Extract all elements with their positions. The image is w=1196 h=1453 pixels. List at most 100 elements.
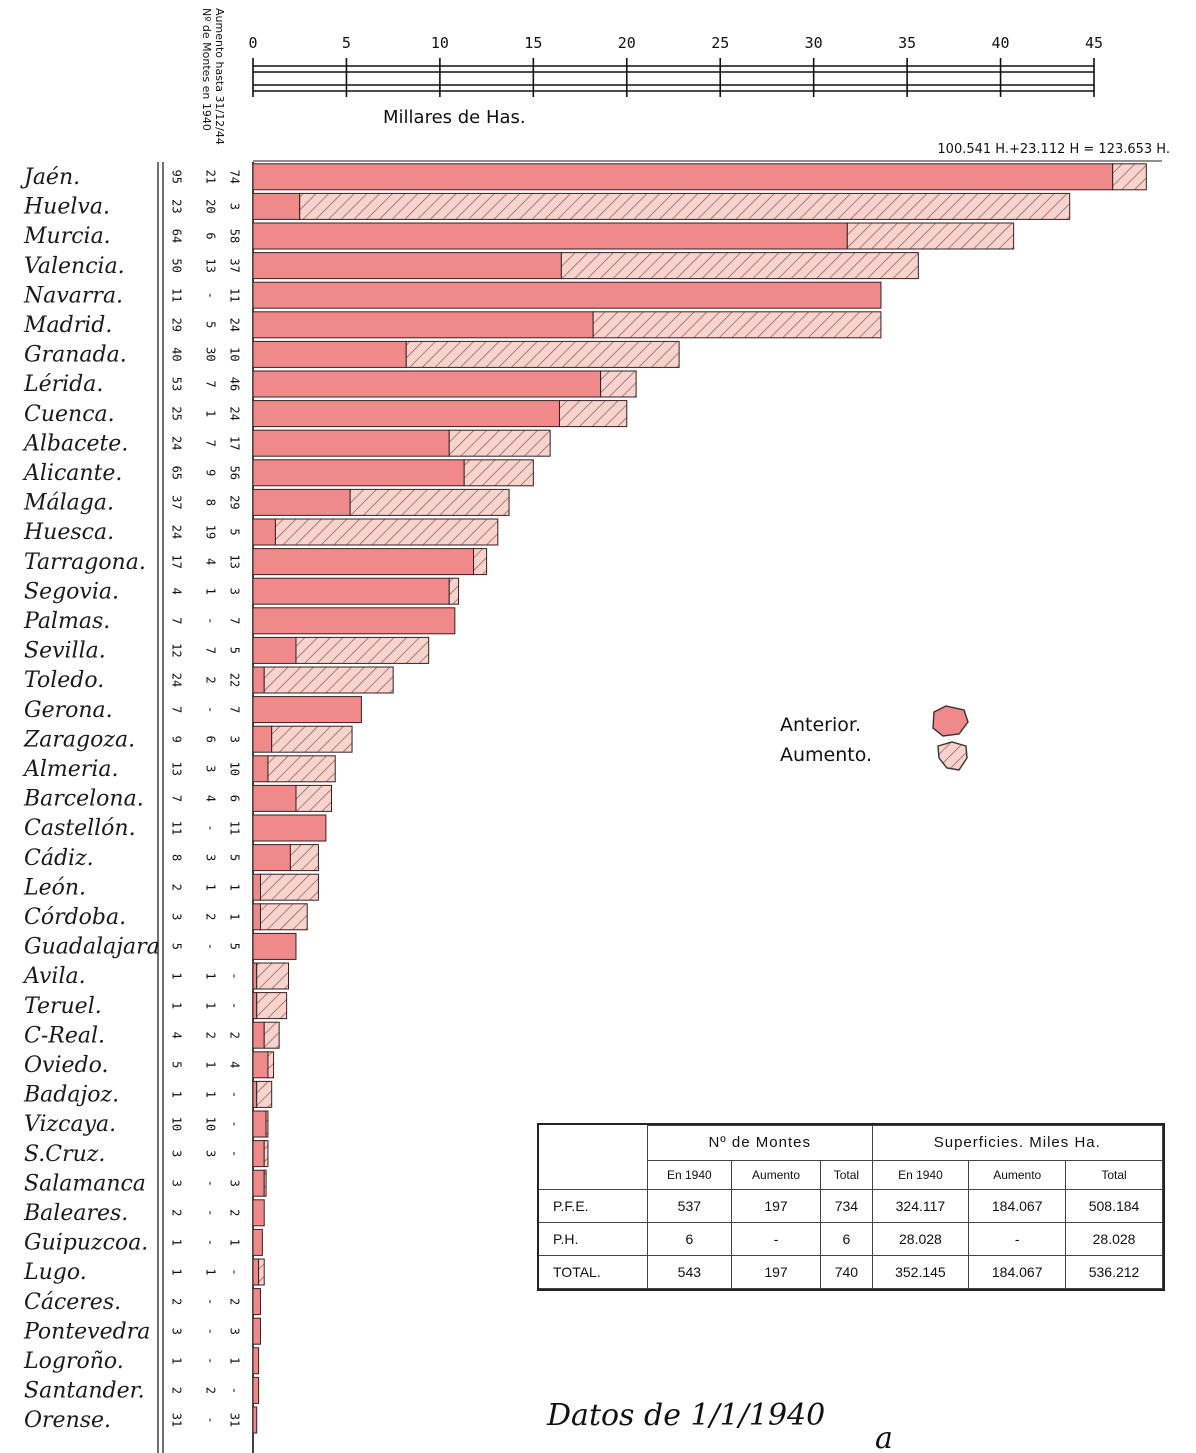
legend-aumento-swatch [937,741,968,771]
bar-aumento [560,252,919,280]
bar-anterior [252,400,560,428]
count-value: 11 [228,288,242,302]
bar-anterior [252,784,297,812]
count-value: - [204,1239,218,1246]
count-value: 1 [228,1357,242,1364]
table-cell: 352.145 [871,1254,970,1290]
count-value: 24 [228,406,242,420]
province-label: Badajoz. [23,1083,119,1108]
x-tick-label: 45 [1085,34,1103,52]
count-value: 1 [204,1091,218,1098]
bar-anterior [252,992,258,1020]
count-value: 5 [228,647,242,654]
bar-anterior [252,548,475,576]
bar-aumento [592,311,882,339]
table-cell: 734 [820,1189,873,1223]
footer-date-note: Datos de 1/1/1940 [546,1398,825,1433]
count-value: 24 [170,525,184,539]
province-label: Oviedo. [24,1053,108,1078]
count-value: - [204,1357,218,1364]
count-value: 2 [228,1209,242,1216]
count-value: 1 [228,884,242,891]
count-value: 58 [228,229,242,243]
province-label: Cuenca. [24,402,115,427]
count-value: 5 [228,943,242,950]
count-value: 1 [204,410,218,417]
province-label: Palmas. [23,609,110,634]
count-value: 1 [204,1061,218,1068]
x-tick-label: 20 [618,34,636,52]
x-tick-label: 40 [992,34,1010,52]
table-corner [539,1125,648,1191]
count-value: 3 [228,736,242,743]
count-value: 10 [228,347,242,361]
count-value: 7 [170,706,184,713]
count-value: 95 [170,170,184,184]
x-tick-label: 30 [805,34,823,52]
table-cell: 740 [820,1254,873,1290]
table-cell: - [968,1222,1067,1256]
count-value: 10 [204,1117,218,1131]
count-value: 12 [170,643,184,657]
count-value: 1 [204,1002,218,1009]
bar-aumento [259,903,308,931]
province-label: Orense. [24,1408,111,1433]
count-value: - [204,292,218,299]
count-value: 53 [170,377,184,391]
count-value: 2 [170,1387,184,1394]
count-value: 4 [170,588,184,595]
bars [252,163,1147,1434]
count-value: 2 [170,1298,184,1305]
count-value: 4 [204,558,218,565]
count-value: - [204,1180,218,1187]
count-value: 37 [228,258,242,272]
bar-anterior [252,281,882,309]
count-value: - [228,1150,242,1157]
count-value: 8 [204,499,218,506]
bar-aumento [267,755,336,783]
bar-aumento [558,400,628,428]
bar-aumento [263,1169,267,1197]
bar-anterior [252,1169,265,1197]
bar-aumento [405,340,680,368]
province-label: Teruel. [24,994,102,1019]
count-value: 1 [204,588,218,595]
count-value: 1 [170,1239,184,1246]
bar-anterior [252,636,297,664]
count-value: 2 [170,884,184,891]
bar-anterior [252,1021,265,1049]
count-value: 2 [228,1298,242,1305]
count-value: 24 [170,436,184,450]
bar-anterior [252,518,276,546]
count-value: - [204,943,218,950]
bar-aumento [258,1258,265,1286]
bar-anterior [252,666,265,694]
table-cell: 28.028 [871,1222,970,1256]
count-value: 4 [170,1032,184,1039]
bar-anterior [252,1140,265,1168]
province-label: Málaga. [23,491,114,516]
count-value: 11 [170,821,184,835]
bar-aumento [600,370,637,398]
table-cell: 28.028 [1065,1222,1163,1256]
table-col-header: Total [1065,1159,1163,1191]
count-value: - [228,972,242,979]
bar-anterior [252,192,301,220]
table-cell: 6 [820,1222,873,1256]
count-value: 22 [228,673,242,687]
count-value: - [204,617,218,624]
count-value: - [228,1002,242,1009]
count-value: 5 [204,321,218,328]
count-value: 13 [170,762,184,776]
count-value: 19 [204,525,218,539]
count-value: 3 [204,765,218,772]
bar-anterior [252,222,848,250]
count-value: 29 [228,495,242,509]
count-value: 1 [170,972,184,979]
province-label: Guadalajara [24,935,160,960]
count-value: 4 [204,795,218,802]
count-value: 3 [228,203,242,210]
x-tick-label: 15 [524,34,542,52]
province-label: Vizcaya. [24,1112,116,1137]
count-value: - [204,1209,218,1216]
